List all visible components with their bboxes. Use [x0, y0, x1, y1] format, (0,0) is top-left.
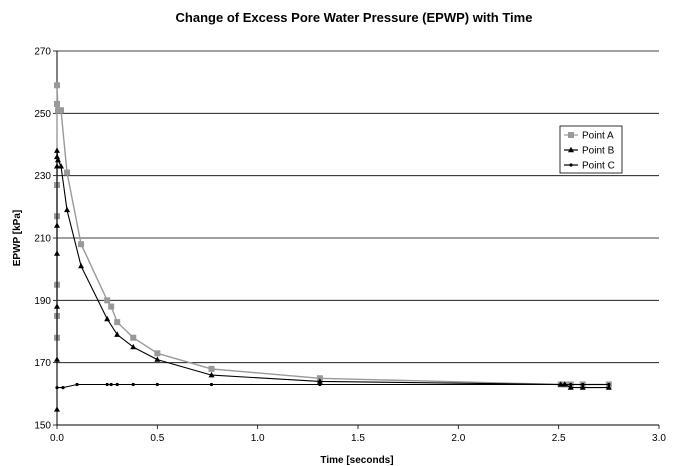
data-point-point-a	[64, 169, 71, 176]
x-tick-label: 0.0	[50, 433, 64, 444]
data-point-point-c	[109, 382, 113, 387]
data-point-point-b	[54, 147, 60, 153]
data-point-point-c	[61, 386, 65, 390]
x-tick-label: 2.0	[451, 433, 465, 444]
gridlines	[57, 50, 659, 364]
data-point-point-b	[130, 343, 137, 350]
data-point-point-b	[605, 384, 612, 390]
series-line-point-b	[56, 150, 609, 410]
data-point-point-c	[607, 382, 611, 387]
data-point-point-c	[105, 382, 109, 387]
data-point-point-c	[115, 382, 119, 387]
data-point-point-b	[54, 250, 60, 256]
y-tick-label: 190	[34, 296, 51, 307]
x-tick-label: 3.0	[652, 433, 666, 444]
data-point-point-b	[54, 303, 60, 309]
data-point-point-a	[104, 297, 111, 304]
data-point-point-b	[78, 262, 85, 269]
data-point-point-c	[75, 382, 79, 387]
legend-label-point-c: Point C	[582, 161, 615, 172]
series-line-point-a	[56, 84, 609, 386]
data-point-point-b	[54, 163, 60, 169]
data-point-point-b	[104, 315, 111, 322]
series-point-c	[55, 382, 611, 390]
series-point-a	[54, 82, 612, 388]
data-point-point-c	[563, 382, 567, 387]
data-point-point-a	[208, 365, 215, 372]
y-axis-title: EPWP [kPa]	[12, 210, 23, 267]
tick-labels: 150 170 190 210 230 250 270 0.0 0.5 1.0 1.5 2.0 2.5 3…	[34, 47, 666, 445]
legend-label-point-a: Point A	[582, 131, 614, 142]
data-point-point-c	[155, 382, 159, 387]
legend-label-point-b: Point B	[582, 146, 615, 157]
data-point-point-b	[54, 222, 60, 228]
data-point-point-a	[58, 107, 65, 114]
x-tick-label: 2.5	[552, 433, 566, 444]
data-point-point-c	[209, 382, 214, 387]
data-point-point-c	[559, 382, 563, 387]
data-point-point-b	[64, 206, 71, 213]
x-axis-title: Time [seconds]	[320, 455, 393, 466]
y-tick-label: 250	[34, 109, 51, 120]
x-tick-label: 1.0	[251, 433, 265, 444]
data-point-point-b	[154, 356, 161, 362]
data-point-point-c	[55, 386, 59, 390]
axes	[53, 50, 660, 429]
data-point-point-b	[567, 384, 574, 390]
y-tick-label: 270	[34, 47, 51, 58]
data-point-point-a	[154, 350, 161, 357]
data-point-point-a	[54, 100, 60, 107]
data-point-point-b	[54, 406, 60, 412]
data-point-point-a	[78, 241, 85, 248]
data-point-point-a	[114, 319, 121, 326]
data-point-point-b	[114, 331, 121, 337]
legend-marker-point-b	[568, 146, 574, 153]
y-tick-label: 230	[34, 171, 51, 182]
data-point-point-b	[54, 153, 60, 160]
data-point-point-b	[579, 384, 586, 390]
data-point-point-b	[58, 163, 65, 169]
legend: Point A Point B Point C	[559, 125, 623, 174]
x-tick-label: 1.5	[351, 433, 365, 444]
series-point-b	[54, 147, 612, 412]
data-point-point-a	[54, 82, 60, 89]
data-point-point-b	[54, 356, 60, 362]
x-tick-label: 0.5	[150, 433, 164, 444]
y-tick-label: 210	[34, 234, 51, 245]
chart-title: Change of Excess Pore Water Pressure (EP…	[176, 10, 533, 25]
data-point-point-b	[316, 378, 323, 384]
data-point-point-c	[569, 382, 573, 387]
data-point-point-b	[55, 156, 62, 163]
y-tick-label: 150	[34, 421, 51, 432]
series-layer	[54, 82, 612, 412]
series-line-point-c	[57, 383, 609, 389]
legend-marker-point-c	[569, 163, 573, 167]
data-point-point-a	[55, 107, 62, 114]
data-point-point-a	[108, 303, 115, 310]
y-tick-label: 170	[34, 358, 51, 369]
data-point-point-c	[131, 382, 135, 387]
data-point-point-a	[130, 334, 137, 341]
data-point-point-c	[318, 382, 322, 387]
legend-marker-point-a	[568, 132, 574, 138]
data-point-point-c	[581, 382, 585, 387]
data-point-point-b	[208, 371, 215, 378]
